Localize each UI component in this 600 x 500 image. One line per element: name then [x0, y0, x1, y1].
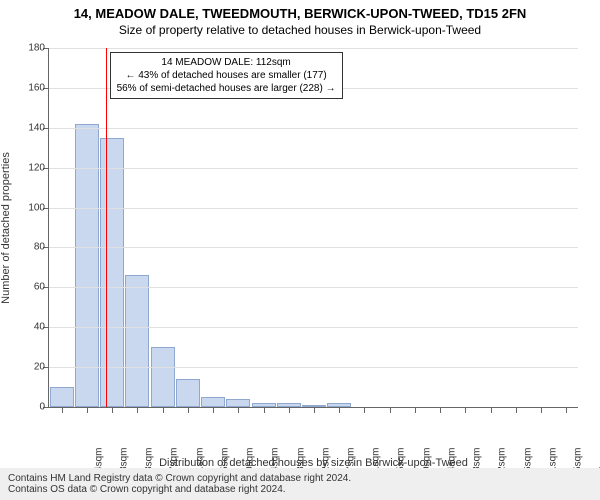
gridline — [49, 168, 578, 169]
annotation-line: ← 43% of detached houses are smaller (17… — [117, 69, 336, 82]
x-tick — [264, 407, 265, 413]
y-axis-label: Number of detached properties — [0, 152, 12, 304]
x-tick — [238, 407, 239, 413]
y-tick-label: 100 — [13, 202, 45, 213]
x-tick — [213, 407, 214, 413]
footer-attribution: Contains HM Land Registry data © Crown c… — [0, 468, 600, 500]
y-tick-label: 180 — [13, 43, 45, 54]
annotation-line: 56% of semi-detached houses are larger (… — [117, 82, 336, 95]
y-tick-label: 0 — [13, 402, 45, 413]
page-title-sub: Size of property relative to detached ho… — [0, 21, 600, 37]
histogram-bar — [125, 275, 149, 407]
annotation-line: 14 MEADOW DALE: 112sqm — [117, 56, 336, 69]
property-annotation: 14 MEADOW DALE: 112sqm← 43% of detached … — [110, 52, 343, 99]
histogram-chart: 02040608010012014016018014sqm58sqm103sqm… — [48, 48, 578, 408]
x-tick — [62, 407, 63, 413]
gridline — [49, 128, 578, 129]
x-tick — [314, 407, 315, 413]
histogram-bar — [201, 397, 225, 407]
x-tick — [415, 407, 416, 413]
gridline — [49, 247, 578, 248]
x-tick — [440, 407, 441, 413]
x-tick — [465, 407, 466, 413]
x-tick — [87, 407, 88, 413]
x-tick — [390, 407, 391, 413]
gridline — [49, 287, 578, 288]
bars-container — [49, 48, 579, 407]
x-tick — [364, 407, 365, 413]
x-tick — [137, 407, 138, 413]
y-tick-label: 120 — [13, 162, 45, 173]
histogram-bar — [226, 399, 250, 407]
y-tick-label: 40 — [13, 322, 45, 333]
footer-line: Contains HM Land Registry data © Crown c… — [8, 473, 592, 484]
gridline — [49, 367, 578, 368]
y-tick-label: 60 — [13, 282, 45, 293]
y-tick-label: 20 — [13, 362, 45, 373]
y-tick-label: 160 — [13, 82, 45, 93]
histogram-bar — [151, 347, 175, 407]
x-tick — [491, 407, 492, 413]
page-title-address: 14, MEADOW DALE, TWEEDMOUTH, BERWICK-UPO… — [0, 0, 600, 21]
gridline — [49, 208, 578, 209]
gridline — [49, 327, 578, 328]
x-tick — [112, 407, 113, 413]
x-tick — [188, 407, 189, 413]
x-tick — [516, 407, 517, 413]
y-tick-label: 80 — [13, 242, 45, 253]
x-tick — [289, 407, 290, 413]
footer-line: Contains OS data © Crown copyright and d… — [8, 484, 592, 495]
histogram-bar — [176, 379, 200, 407]
histogram-bar — [50, 387, 74, 407]
x-tick — [541, 407, 542, 413]
x-tick — [163, 407, 164, 413]
x-tick — [339, 407, 340, 413]
x-tick — [566, 407, 567, 413]
histogram-bar — [75, 124, 99, 407]
y-tick-label: 140 — [13, 122, 45, 133]
gridline — [49, 48, 578, 49]
plot-area: 02040608010012014016018014sqm58sqm103sqm… — [48, 48, 578, 408]
property-marker-line — [106, 48, 107, 407]
